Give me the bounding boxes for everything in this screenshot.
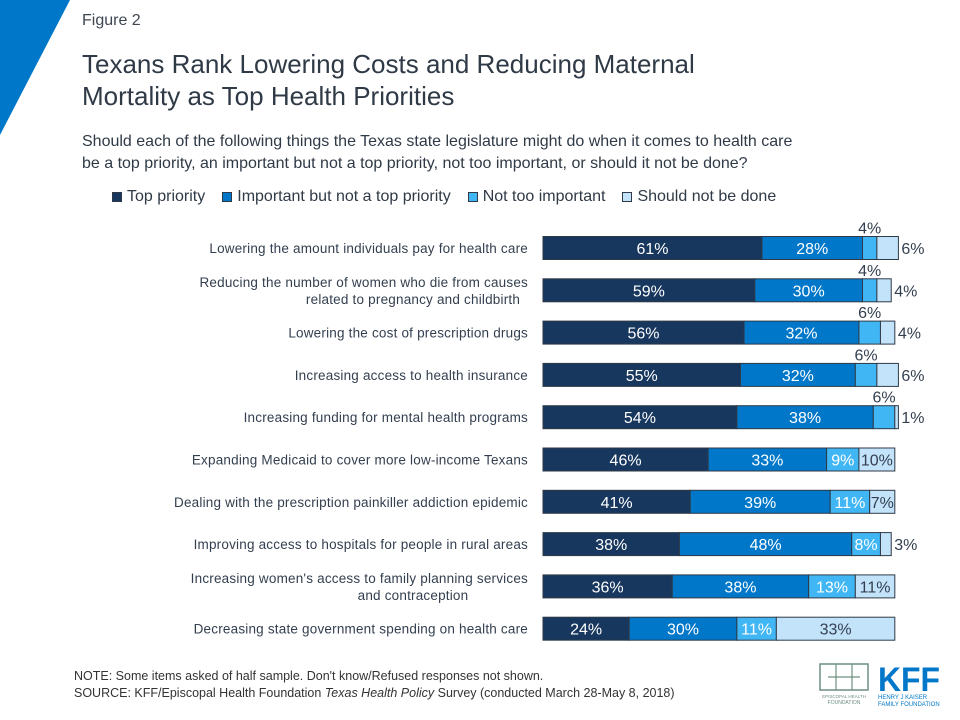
data-label-should-not-be-done: 10%: [861, 453, 893, 470]
legend-swatch: [222, 192, 233, 202]
data-label-not-too-important: 13%: [816, 579, 848, 596]
data-label-should-not-be-done: 3%: [894, 537, 917, 554]
data-label-top-priority: 61%: [636, 241, 668, 258]
bar-segment-should-not-be-done: [876, 278, 892, 303]
stacked-bar-chart: Lowering the amount individuals pay for …: [174, 221, 925, 641]
bar-segment-not-too-important: [854, 362, 878, 387]
data-label-top-priority: 38%: [595, 537, 627, 554]
chart-title-line-2: Mortality as Top Health Priorities: [82, 81, 455, 111]
bar-segment-should-not-be-done: [869, 489, 896, 514]
bar-segment-not-too-important: [862, 278, 878, 303]
category-label: Increasing women's access to family plan…: [191, 571, 528, 603]
data-label-important: 32%: [785, 326, 817, 343]
kff-logo: KFF HENRY J KAISER FAMILY FOUNDATION: [878, 661, 940, 708]
note-text: NOTE: Some items asked of half sample. D…: [74, 669, 544, 683]
data-label-top-priority: 54%: [624, 410, 656, 427]
svg-text:EPISCOPAL HEALTH: EPISCOPAL HEALTH: [822, 694, 866, 699]
legend-item-top-priority: Top priority: [112, 188, 205, 206]
data-label-important: 39%: [744, 495, 776, 512]
bar-segment-should-not-be-done: [876, 236, 899, 260]
bar-segment-should-not-be-done: [894, 405, 899, 430]
data-label-not-too-important: 6%: [872, 390, 895, 407]
data-label-not-too-important: 4%: [858, 221, 881, 238]
data-label-should-not-be-done: 4%: [898, 326, 921, 343]
chart-subtitle-line-2: be a top priority, an important but not …: [82, 155, 748, 172]
bar-segment-should-not-be-done: [854, 574, 896, 599]
legend-item-important: Important but not a top priority: [222, 188, 451, 206]
figure-label: Figure 2: [82, 12, 141, 29]
footnote: NOTE: Some items asked of half sample. D…: [74, 668, 675, 702]
data-label-should-not-be-done: 4%: [894, 283, 917, 300]
data-label-important: 48%: [750, 537, 782, 554]
svg-text:HENRY J KAISER: HENRY J KAISER: [878, 695, 928, 701]
data-label-not-too-important: 8%: [855, 537, 878, 554]
bar-segment-should-not-be-done: [858, 447, 896, 472]
data-label-important: 33%: [751, 453, 783, 470]
data-label-not-too-important: 4%: [858, 263, 881, 280]
data-label-top-priority: 56%: [628, 326, 660, 343]
legend-item-not-too-important: Not too important: [467, 188, 606, 206]
legend-swatch: [622, 192, 633, 202]
ehf-logo: EPISCOPAL HEALTH FOUNDATION: [819, 663, 869, 706]
legend-label: Important but not a top priority: [237, 188, 451, 205]
data-label-important: 38%: [724, 579, 756, 596]
chart-title-line-1: Texans Rank Lowering Costs and Reducing …: [82, 49, 695, 79]
data-label-not-too-important: 11%: [835, 495, 866, 512]
legend-label: Should not be done: [637, 188, 777, 205]
data-label-top-priority: 36%: [592, 579, 624, 596]
legend-swatch: [112, 192, 122, 202]
data-label-top-priority: 41%: [601, 495, 633, 512]
data-label-top-priority: 59%: [633, 283, 665, 300]
data-label-not-too-important: 11%: [741, 622, 772, 639]
category-label: Increasing funding for mental health pro…: [244, 410, 528, 425]
data-label-important: 32%: [782, 368, 814, 385]
bar-segment-should-not-be-done: [876, 362, 899, 387]
data-label-important: 28%: [796, 241, 828, 258]
data-label-should-not-be-done: 33%: [820, 622, 852, 639]
chart-title: Texans Rank Lowering Costs and Reducing …: [82, 48, 942, 112]
bar-segment-should-not-be-done: [775, 616, 896, 641]
bar-segment-should-not-be-done: [879, 532, 892, 557]
data-label-not-too-important: 9%: [831, 453, 854, 470]
data-label-top-priority: 55%: [626, 368, 658, 385]
bar-segment-not-too-important: [858, 320, 881, 345]
corner-accent-shape: [0, 0, 70, 135]
data-label-important: 30%: [793, 283, 825, 300]
data-label-should-not-be-done: 6%: [901, 241, 924, 258]
bar-segment-not-too-important: [872, 405, 896, 430]
chart-subtitle: Should each of the following things the …: [82, 131, 942, 175]
category-label: Lowering the amount individuals pay for …: [209, 241, 528, 256]
legend-label: Not too important: [482, 188, 606, 205]
data-label-important: 30%: [667, 622, 699, 639]
legend-swatch: [467, 192, 478, 202]
legend-label: Top priority: [127, 188, 206, 205]
data-label-should-not-be-done: 11%: [860, 579, 891, 596]
svg-text:FAMILY FOUNDATION: FAMILY FOUNDATION: [878, 702, 940, 708]
category-label: Improving access to hospitals for people…: [194, 537, 528, 552]
category-label: Increasing access to health insurance: [295, 368, 528, 383]
legend: Top priority Important but not a top pri…: [112, 188, 793, 206]
source-text: SOURCE: KFF/Episcopal Health Foundation …: [74, 686, 675, 700]
bar-segment-should-not-be-done: [879, 320, 896, 345]
legend-item-should-not-be-done: Should not be done: [622, 188, 776, 206]
category-label: Decreasing state government spending on …: [194, 622, 528, 637]
data-label-not-too-important: 6%: [858, 305, 881, 322]
category-label: Lowering the cost of prescription drugs: [288, 326, 528, 341]
data-label-not-too-important: 6%: [855, 347, 878, 364]
category-label: Reducing the number of women who die fro…: [199, 275, 528, 307]
data-label-should-not-be-done: 7%: [871, 495, 894, 512]
data-label-top-priority: 24%: [570, 622, 602, 639]
data-label-important: 38%: [789, 410, 821, 427]
logos: EPISCOPAL HEALTH FOUNDATION KFF HENRY J …: [819, 661, 940, 708]
category-label: Expanding Medicaid to cover more low-inc…: [192, 453, 528, 468]
chart-subtitle-line-1: Should each of the following things the …: [82, 133, 793, 150]
data-label-top-priority: 46%: [610, 453, 642, 470]
category-label: Dealing with the prescription painkiller…: [174, 495, 528, 510]
svg-text:KFF: KFF: [878, 661, 940, 699]
data-label-should-not-be-done: 6%: [901, 368, 924, 385]
svg-text:FOUNDATION: FOUNDATION: [828, 700, 861, 706]
data-label-should-not-be-done: 1%: [901, 410, 924, 427]
bar-segment-not-too-important: [862, 236, 878, 260]
